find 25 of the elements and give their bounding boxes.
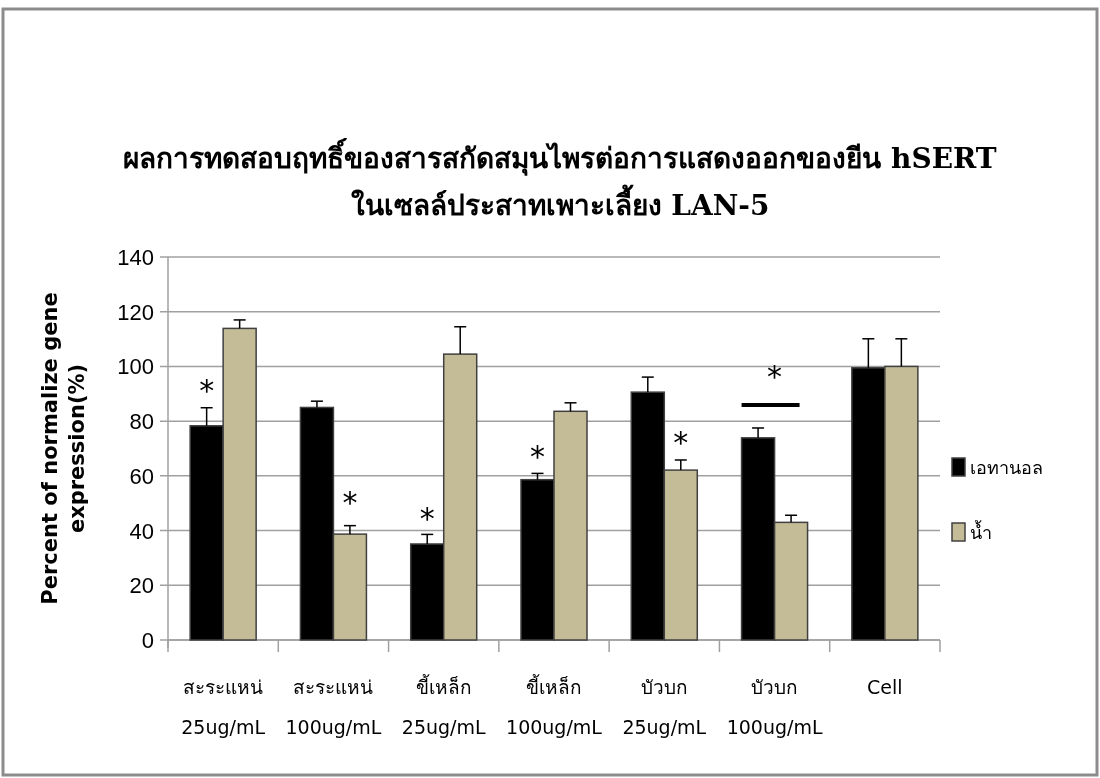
annotation: * [199, 372, 215, 408]
y-tick-label: 80 [129, 409, 154, 435]
annotation: * [673, 425, 689, 461]
y-tick-label: 100 [117, 354, 154, 380]
y-tick-label: 120 [117, 299, 154, 325]
annotation: * [767, 359, 783, 394]
x-tick-label: บัวบก 25ug/mL [622, 676, 707, 738]
y-tick-label: 140 [117, 245, 154, 270]
x-tick-label: Cell [867, 676, 903, 698]
x-tick-label: ขี้เหล็ก 100ug/mL [506, 674, 603, 738]
y-tick-label: 40 [129, 518, 154, 544]
annotation: * [419, 500, 435, 536]
y-axis-title: Percent of normalize gene expression(%) [37, 292, 89, 605]
x-tick-label: สะระแหน่ 25ug/mL [181, 676, 266, 738]
chart-title: ผลการทดสอบฤทธิ์ของสารสกัดสมุนไพรต่อการแสดงออกของยีน hSERT ในเซลล์ประสาทเพาะเลี้ยง LAN-5 [123, 138, 997, 222]
y-tick-label: 60 [129, 463, 154, 489]
x-tick-label: บัวบก 100ug/mL [726, 676, 823, 738]
y-tick-label: 20 [129, 573, 154, 599]
legend-label: น้ำ [970, 520, 992, 543]
y-tick-label: 0 [141, 628, 154, 653]
annotation: * [342, 485, 358, 521]
legend-label: เอทานอล [970, 457, 1043, 478]
x-tick-label: สะระแหน่ 100ug/mL [285, 676, 382, 738]
x-tick-label: ขี้เหล็ก 25ug/mL [401, 674, 487, 738]
annotation: * [530, 439, 545, 475]
